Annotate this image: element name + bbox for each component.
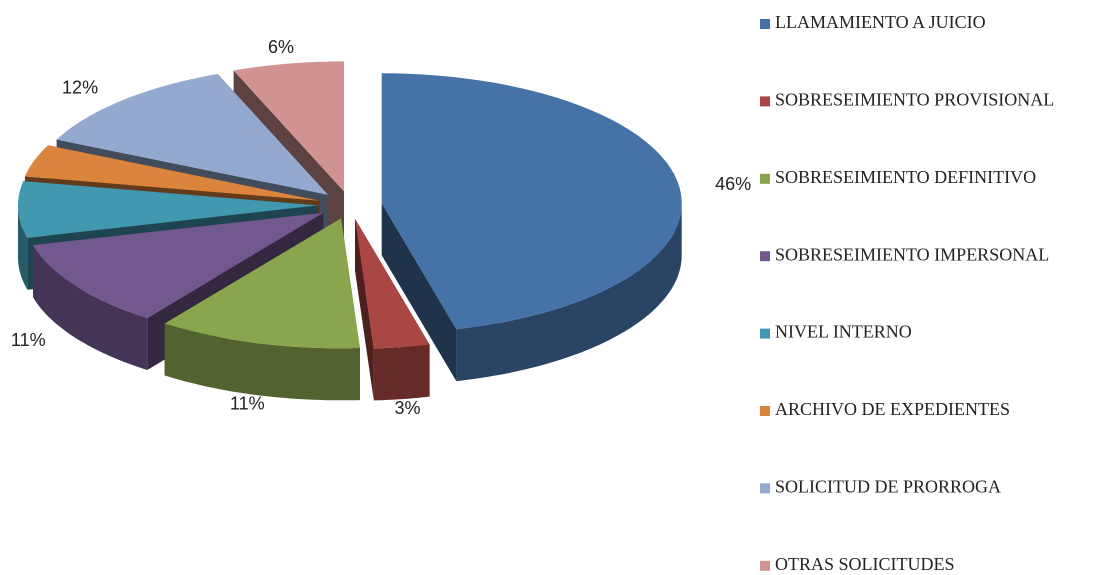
legend-label: SOBRESEIMIENTO PROVISIONAL bbox=[775, 90, 1054, 110]
legend-swatch bbox=[760, 251, 770, 262]
pie-slice bbox=[24, 145, 320, 201]
slice bbox=[164, 218, 360, 401]
legend-swatch bbox=[760, 96, 770, 107]
legend-label: ARCHIVO DE EXPEDIENTES bbox=[775, 399, 1010, 419]
legend-label: SOLICITUD DE PRORROGA bbox=[775, 477, 1001, 497]
pie-slice bbox=[381, 73, 682, 330]
legend-label: LLAMAMIENTO A JUICIO bbox=[775, 12, 986, 32]
slice-wall bbox=[456, 203, 682, 382]
legend-label: SOBRESEIMIENTO DEFINITIVO bbox=[775, 167, 1036, 187]
legend-label: NIVEL INTERNO bbox=[775, 322, 912, 342]
slice bbox=[355, 218, 430, 401]
legend-swatch bbox=[760, 173, 770, 184]
pie-slice bbox=[33, 212, 324, 318]
data-label: 3% bbox=[395, 398, 421, 418]
legend-label: SOBRESEIMIENTO IMPERSONAL bbox=[775, 244, 1049, 264]
data-label: 12% bbox=[62, 78, 98, 98]
slice-wall bbox=[33, 245, 148, 370]
data-label: 46% bbox=[715, 174, 751, 194]
legend-swatch bbox=[760, 406, 770, 416]
slice-wall bbox=[373, 344, 430, 401]
pie-slice bbox=[164, 218, 360, 349]
slice bbox=[381, 73, 682, 382]
data-label: 11% bbox=[11, 330, 46, 350]
legend-swatch bbox=[760, 328, 770, 339]
pie-slice bbox=[233, 61, 344, 192]
slice-wall bbox=[164, 323, 360, 401]
legend-swatch bbox=[760, 560, 770, 571]
slice-side bbox=[355, 218, 374, 401]
data-label: 11% bbox=[230, 394, 265, 414]
slice-wall bbox=[18, 205, 28, 290]
pie-slice bbox=[355, 218, 430, 349]
slice-side bbox=[381, 203, 457, 382]
pie-slice bbox=[56, 74, 329, 195]
legend-label: OTRAS SOLICITUDES bbox=[775, 554, 955, 574]
data-label: 6% bbox=[268, 37, 294, 57]
legend-swatch bbox=[760, 19, 770, 29]
pie-slice bbox=[18, 181, 318, 238]
legend-swatch bbox=[760, 483, 770, 494]
